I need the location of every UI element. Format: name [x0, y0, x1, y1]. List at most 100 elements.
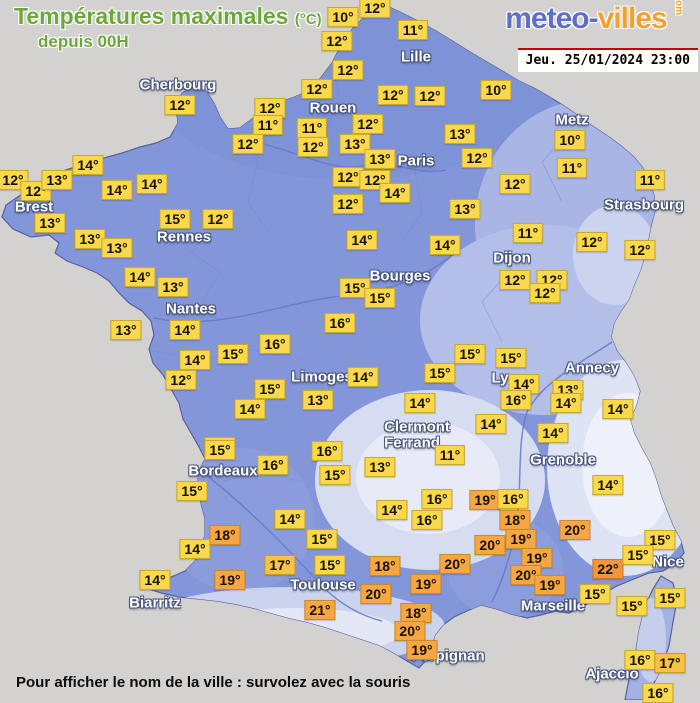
temp-badge[interactable]: 14°	[274, 508, 306, 530]
temp-badge[interactable]: 14°	[550, 392, 582, 414]
temp-badge[interactable]: 12°	[624, 239, 656, 261]
temp-badge[interactable]: 20°	[474, 534, 506, 556]
temp-badge[interactable]: 16°	[500, 389, 532, 411]
temp-badge[interactable]: 12°	[499, 173, 531, 195]
temp-badge[interactable]: 20°	[510, 564, 542, 586]
temp-badge[interactable]: 10°	[327, 6, 359, 28]
temp-badge[interactable]: 13°	[364, 148, 396, 170]
temp-badge[interactable]: 19°	[469, 489, 501, 511]
temp-badge[interactable]: 15°	[454, 343, 486, 365]
temp-badge[interactable]: 19°	[521, 547, 553, 569]
temp-badge[interactable]: 15°	[306, 528, 338, 550]
temp-badge[interactable]: 11°	[252, 114, 284, 136]
temp-badge[interactable]: 16°	[311, 440, 343, 462]
temp-badge[interactable]: 20°	[439, 553, 471, 575]
temp-badge[interactable]: 14°	[592, 474, 624, 496]
temp-badge[interactable]: 15°	[654, 587, 686, 609]
temp-badge[interactable]: 13°	[157, 276, 189, 298]
temp-badge[interactable]: 19°	[505, 528, 537, 550]
temp-badge[interactable]: 11°	[556, 157, 588, 179]
temp-badge[interactable]: 13°	[449, 198, 481, 220]
temp-badge[interactable]: 16°	[257, 454, 289, 476]
temp-badge[interactable]: 18°	[369, 555, 401, 577]
temp-badge[interactable]: 12°	[232, 133, 264, 155]
temp-badge[interactable]: 14°	[101, 179, 133, 201]
temp-badge[interactable]: 14°	[537, 422, 569, 444]
temp-badge[interactable]: 14°	[379, 182, 411, 204]
temp-badge[interactable]: 15°	[424, 362, 456, 384]
temp-badge[interactable]: 19°	[534, 574, 566, 596]
temp-badge[interactable]: 20°	[394, 620, 426, 642]
temp-badge[interactable]: 15°	[339, 277, 371, 299]
temp-badge[interactable]: 15°	[254, 378, 286, 400]
temp-badge[interactable]: 14°	[179, 349, 211, 371]
temp-badge[interactable]: 12°	[576, 231, 608, 253]
temp-badge[interactable]: 11°	[434, 444, 466, 466]
temp-badge[interactable]: 14°	[508, 373, 540, 395]
temp-badge[interactable]: 11°	[296, 117, 328, 139]
temp-badge[interactable]: 12°	[461, 147, 493, 169]
temp-badge[interactable]: 14°	[404, 392, 436, 414]
temp-badge[interactable]: 14°	[139, 569, 171, 591]
temp-badge[interactable]: 16°	[324, 312, 356, 334]
temp-badge[interactable]: 12°	[499, 269, 531, 291]
temp-badge[interactable]: 14°	[347, 366, 379, 388]
temp-badge[interactable]: 19°	[214, 569, 246, 591]
temp-badge[interactable]: 18°	[400, 602, 432, 624]
temp-badge[interactable]: 19°	[406, 639, 438, 661]
temp-badge[interactable]: 16°	[497, 488, 529, 510]
temp-badge[interactable]: 15°	[579, 583, 611, 605]
temp-badge[interactable]: 13°	[339, 133, 371, 155]
temp-badge[interactable]: 15°	[204, 439, 236, 461]
temp-badge[interactable]: 15°	[176, 480, 208, 502]
temp-badge[interactable]: 15°	[495, 347, 527, 369]
temp-badge[interactable]: 15°	[616, 595, 648, 617]
temp-badge[interactable]: 10°	[480, 79, 512, 101]
temp-badge[interactable]: 16°	[411, 509, 443, 531]
temp-badge[interactable]: 13°	[444, 123, 476, 145]
temp-badge[interactable]: 16°	[624, 649, 656, 671]
temp-badge[interactable]: 13°	[34, 212, 66, 234]
temp-badge[interactable]: 16°	[259, 333, 291, 355]
temp-badge[interactable]: 20°	[360, 583, 392, 605]
temp-badge[interactable]: 12°	[321, 30, 353, 52]
temp-badge[interactable]: 14°	[72, 154, 104, 176]
temp-badge[interactable]: 15°	[217, 343, 249, 365]
temp-badge[interactable]: 13°	[41, 169, 73, 191]
temp-badge[interactable]: 15°	[314, 554, 346, 576]
temp-badge[interactable]: 18°	[499, 509, 531, 531]
temp-badge[interactable]: 15°	[364, 287, 396, 309]
temp-badge[interactable]: 14°	[136, 173, 168, 195]
temp-badge[interactable]: 12°	[202, 208, 234, 230]
temp-badge[interactable]: 14°	[376, 499, 408, 521]
temp-badge[interactable]: 17°	[654, 652, 686, 674]
temp-badge[interactable]: 20°	[559, 519, 591, 541]
temp-badge[interactable]: 10°	[554, 129, 586, 151]
temp-badge[interactable]: 18°	[209, 524, 241, 546]
temp-badge[interactable]: 21°	[304, 599, 336, 621]
temp-badge[interactable]: 14°	[234, 398, 266, 420]
temp-badge[interactable]: 11°	[512, 222, 544, 244]
temp-badge[interactable]: 14°	[179, 538, 211, 560]
temp-badge[interactable]: 14°	[346, 229, 378, 251]
temp-badge[interactable]: 12°	[377, 84, 409, 106]
temp-badge[interactable]: 14°	[475, 413, 507, 435]
temp-badge[interactable]: 19°	[410, 573, 442, 595]
temp-badge[interactable]: 12°	[164, 94, 196, 116]
temp-badge[interactable]: 15°	[319, 464, 351, 486]
temp-badge[interactable]: 12°	[352, 113, 384, 135]
temp-badge[interactable]: 14°	[429, 234, 461, 256]
temp-badge[interactable]: 12°	[301, 78, 333, 100]
temp-badge[interactable]: 14°	[124, 266, 156, 288]
temp-badge[interactable]: 12°	[332, 193, 364, 215]
temp-badge[interactable]: 22°	[592, 558, 624, 580]
temp-badge[interactable]: 12°	[332, 59, 364, 81]
temp-badge[interactable]: 12°	[414, 85, 446, 107]
temp-badge[interactable]: 14°	[169, 319, 201, 341]
temp-badge[interactable]: 13°	[101, 237, 133, 259]
temp-badge[interactable]: 11°	[634, 169, 666, 191]
temp-badge[interactable]: 12°	[529, 282, 561, 304]
temp-badge[interactable]: 14°	[602, 398, 634, 420]
temp-badge[interactable]: 17°	[264, 554, 296, 576]
